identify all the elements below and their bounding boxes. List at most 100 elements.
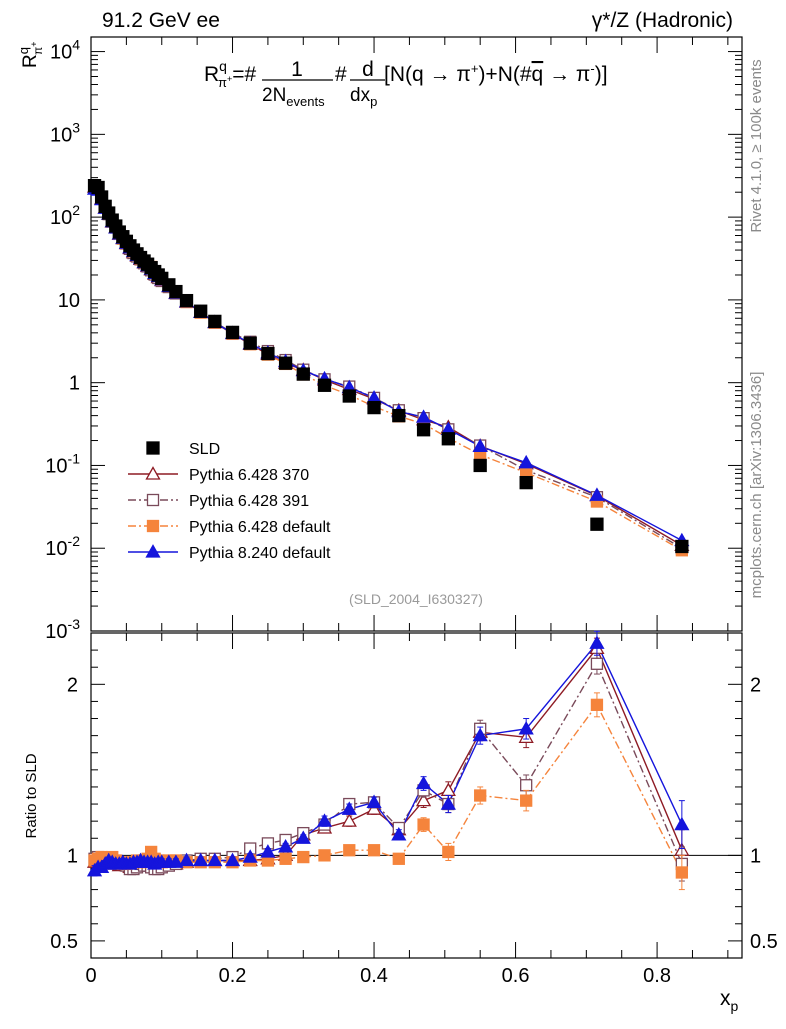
analysis-tag: (SLD_2004_I630327) xyxy=(349,591,483,607)
svg-text:1: 1 xyxy=(291,58,303,81)
legend-marker xyxy=(145,544,161,558)
legend-label: Pythia 6.428 391 xyxy=(189,493,309,510)
ratio-series-point xyxy=(207,852,223,867)
sld-data-point xyxy=(675,539,689,554)
sld-data-point xyxy=(243,336,257,350)
ratio-y-tick-label-right: 0.5 xyxy=(750,931,778,953)
ratio-series-point xyxy=(474,789,487,802)
ratio-plot-frame xyxy=(90,632,743,959)
rivet-version-label: Rivet 4.1.0, ≥ 100k events xyxy=(748,59,765,232)
ratio-series-point xyxy=(168,854,184,868)
ratio-y-axis-title: Ratio to SLD xyxy=(23,753,40,838)
sld-data-point xyxy=(194,304,208,318)
sld-data-point xyxy=(169,284,183,299)
ratio-series-point xyxy=(590,698,604,711)
sld-data-point xyxy=(179,293,194,308)
legend-label: Pythia 6.428 default xyxy=(189,519,331,536)
ratio-series-point xyxy=(520,794,533,807)
ratio-series-point xyxy=(367,844,381,857)
legend-label: Pythia 8.240 default xyxy=(189,545,331,562)
ratio-series-point xyxy=(295,830,311,844)
ratio-series-point xyxy=(318,849,331,862)
ratio-series-point xyxy=(366,794,382,808)
ratio-series-point xyxy=(392,852,405,865)
main-series-point xyxy=(589,487,605,501)
ratio-y-tick-label-right: 1 xyxy=(750,845,761,867)
process-label: γ*/Z (Hadronic) xyxy=(592,9,733,32)
ratio-series-point xyxy=(675,866,689,879)
ratio-series-point xyxy=(341,801,357,815)
ratio-series-point xyxy=(316,813,333,827)
sld-data-point xyxy=(416,423,431,437)
ratio-series-point xyxy=(391,827,407,841)
mcplots-source-label: mcplots.cern.ch [arXiv:1306.3436] xyxy=(748,372,765,599)
sld-data-point xyxy=(261,346,275,361)
ratio-series-point xyxy=(297,850,310,864)
ratio-series-point xyxy=(440,796,456,810)
main-y-tick-label: 10 xyxy=(58,290,80,312)
sld-data-point xyxy=(519,475,533,490)
ratio-y-axis: 2 2 1 1 0.5 0.5 xyxy=(50,632,778,959)
ratio-series-point xyxy=(518,720,534,735)
main-series-point xyxy=(415,409,432,423)
sld-data-point xyxy=(590,517,604,531)
ratio-series-point xyxy=(277,838,294,853)
x-tick-label: 0.2 xyxy=(219,965,247,987)
ratio-series-point xyxy=(589,635,605,649)
formula-title: Rq π+=# 1 2Nevents # d dxp [N(q → π+)+N(#… xyxy=(204,58,608,109)
ratio-series-point xyxy=(520,779,533,792)
ratio-y-tick-label-left: 1 xyxy=(67,845,78,867)
legend-marker xyxy=(145,466,161,480)
sld-data-point xyxy=(342,389,356,403)
ratio-series-point xyxy=(442,845,455,859)
legend-marker xyxy=(146,519,160,533)
sld-data-point xyxy=(367,400,381,415)
x-tick-label: 0.6 xyxy=(502,965,530,987)
main-series-point xyxy=(518,454,534,469)
x-axis: 0 0.2 0.4 0.6 0.8 xyxy=(85,37,729,987)
ratio-series-point xyxy=(415,792,432,807)
ratio-series-point xyxy=(279,852,292,865)
ratio-series-layer xyxy=(86,630,690,891)
ratio-series-point xyxy=(242,849,258,863)
ratio-series-point xyxy=(193,852,209,867)
ratio-y-tick-label-left: 0.5 xyxy=(50,931,78,953)
sld-data-point xyxy=(392,408,406,423)
legend-label: SLD xyxy=(189,441,220,458)
main-series-point xyxy=(472,438,488,453)
ratio-series-point xyxy=(341,813,357,827)
ratio-series-point xyxy=(674,816,690,831)
main-y-tick-label: 10-3 xyxy=(45,616,80,643)
energy-label: 91.2 GeV ee xyxy=(102,9,220,32)
ratio-series-point xyxy=(415,775,432,790)
x-tick-label: 0 xyxy=(85,965,96,987)
ratio-y-tick-label-left: 2 xyxy=(67,674,78,696)
ratio-series-point xyxy=(178,852,195,867)
svg-text:[N(q → π+)+N(#q → π-)]: [N(q → π+)+N(#q → π-)] xyxy=(384,61,608,86)
svg-text:d: d xyxy=(362,58,374,81)
ratio-y-tick-label-right: 2 xyxy=(750,674,761,696)
sld-data-point xyxy=(225,325,240,340)
legend: SLD Pythia 6.428 370 Pythia 6.428 391 Pythi… xyxy=(128,441,331,562)
main-plot-frame xyxy=(90,36,743,632)
sld-data-point xyxy=(208,314,222,329)
ratio-series-point xyxy=(590,657,604,670)
sld-data-point xyxy=(317,378,332,392)
sld-data-point xyxy=(441,432,455,446)
x-tick-label: 0.8 xyxy=(643,965,671,987)
main-y-tick-label: 1 xyxy=(69,373,80,395)
sld-data-point xyxy=(473,458,487,473)
legend-label: Pythia 6.428 370 xyxy=(189,467,309,484)
sld-data-point xyxy=(296,367,310,381)
x-tick-label: 0.4 xyxy=(360,965,388,987)
ratio-series-point xyxy=(260,844,276,858)
sld-data-point xyxy=(278,356,293,370)
ratio-series-point xyxy=(343,844,356,857)
ratio-series-point xyxy=(224,852,241,867)
sld-reference-points xyxy=(87,179,689,554)
ratio-series-point xyxy=(472,727,488,742)
legend-marker xyxy=(146,493,160,507)
svg-text:#: # xyxy=(335,63,347,86)
